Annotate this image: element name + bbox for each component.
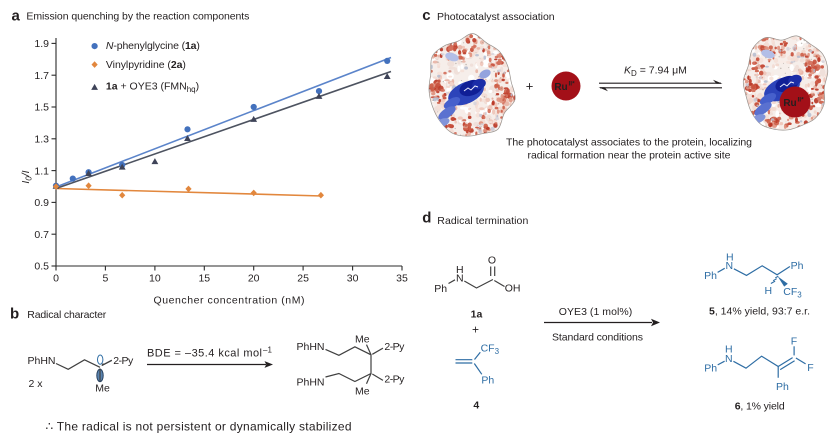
svg-text:CF3: CF3 [783, 286, 802, 300]
svg-text:N-phenylglycine (1a): N-phenylglycine (1a) [106, 40, 200, 52]
svg-text:35: 35 [396, 273, 408, 285]
svg-text:2-Py: 2-Py [384, 373, 405, 385]
svg-text:6, 1% yield: 6, 1% yield [735, 400, 785, 412]
svg-text:PhHN: PhHN [296, 376, 324, 388]
svg-text:N: N [726, 260, 734, 272]
svg-text:0.7: 0.7 [34, 229, 49, 241]
svg-text:d: d [422, 210, 431, 227]
svg-text:Me: Me [355, 386, 370, 398]
svg-text:Radical character: Radical character [27, 309, 107, 321]
svg-text:15: 15 [198, 273, 210, 285]
svg-text:Me: Me [355, 333, 370, 345]
svg-text:1a: 1a [471, 309, 483, 321]
svg-text:b: b [10, 306, 19, 323]
svg-text:Photocatalyst association: Photocatalyst association [437, 11, 555, 23]
svg-text:1.5: 1.5 [34, 102, 49, 114]
svg-text:20: 20 [248, 273, 260, 285]
svg-text:1.1: 1.1 [34, 165, 49, 177]
svg-text:Quencher concentration (nM): Quencher concentration (nM) [154, 295, 305, 307]
svg-text:PhHN: PhHN [296, 341, 324, 353]
svg-text:OYE3 (1 mol%): OYE3 (1 mol%) [559, 306, 633, 318]
svg-text:2 x: 2 x [29, 378, 44, 390]
svg-text:1.9: 1.9 [34, 38, 49, 50]
svg-text:1.7: 1.7 [34, 70, 49, 82]
svg-text:5: 5 [102, 273, 108, 285]
svg-text:Ru: Ru [554, 82, 567, 93]
svg-text:0: 0 [53, 273, 59, 285]
svg-text:Me: Me [95, 382, 110, 394]
svg-text:a: a [12, 7, 21, 24]
svg-text:CF3: CF3 [481, 343, 500, 357]
svg-text:H: H [765, 285, 773, 297]
svg-text:II*: II* [569, 81, 576, 88]
svg-text:F: F [807, 362, 813, 374]
svg-text:F: F [791, 336, 797, 348]
svg-text:2-Py: 2-Py [384, 341, 405, 353]
svg-text:–1: –1 [263, 346, 272, 355]
svg-text:OH: OH [505, 283, 521, 295]
svg-text:KD = 7.94 μM: KD = 7.94 μM [624, 65, 687, 79]
svg-text:Ph: Ph [791, 260, 804, 272]
svg-text:H: H [726, 251, 734, 263]
svg-text:∴ The radical is not persisten: ∴ The radical is not persistent or dynam… [46, 419, 352, 433]
svg-text:10: 10 [149, 273, 161, 285]
svg-text:radical formation near the pro: radical formation near the protein activ… [528, 149, 731, 161]
svg-text:30: 30 [347, 273, 359, 285]
svg-text:Ph: Ph [704, 270, 717, 282]
svg-text:Ph: Ph [434, 283, 447, 295]
svg-text:2-Py: 2-Py [113, 355, 134, 367]
svg-text:Radical termination: Radical termination [437, 215, 528, 227]
svg-text:Vinylpyridine (2a): Vinylpyridine (2a) [106, 59, 186, 71]
svg-text:Emission quenching by the reac: Emission quenching by the reaction compo… [26, 11, 249, 23]
svg-text:Ph: Ph [704, 362, 717, 374]
svg-text:1.3: 1.3 [34, 134, 49, 146]
svg-text:H: H [725, 344, 733, 356]
svg-text:c: c [422, 7, 430, 24]
svg-text:25: 25 [297, 273, 309, 285]
svg-text:+: + [526, 79, 534, 94]
svg-text:0.9: 0.9 [34, 197, 49, 209]
svg-text:The photocatalyst associates t: The photocatalyst associates to the prot… [506, 136, 752, 148]
svg-text:PhHN: PhHN [27, 355, 55, 367]
svg-text:Standard conditions: Standard conditions [552, 332, 643, 344]
svg-text:Ph: Ph [481, 375, 494, 387]
svg-text:N: N [456, 273, 464, 285]
svg-text:Ph: Ph [776, 381, 789, 393]
svg-text:H: H [456, 264, 464, 276]
svg-text:II*: II* [798, 97, 805, 104]
svg-text:I0/I: I0/I [20, 170, 34, 183]
svg-text:1a + OYE3 (FMNhq): 1a + OYE3 (FMNhq) [106, 81, 199, 95]
svg-text:0.5: 0.5 [34, 261, 49, 273]
svg-text:BDE = –35.4 kcal mol: BDE = –35.4 kcal mol [147, 348, 262, 360]
svg-text:+: + [472, 323, 479, 337]
svg-text:O: O [488, 255, 496, 267]
svg-text:4: 4 [473, 399, 479, 411]
svg-text:N: N [725, 353, 733, 365]
svg-text:5, 14% yield, 93:7 e.r.: 5, 14% yield, 93:7 e.r. [709, 306, 810, 318]
svg-text:Ru: Ru [783, 98, 796, 109]
